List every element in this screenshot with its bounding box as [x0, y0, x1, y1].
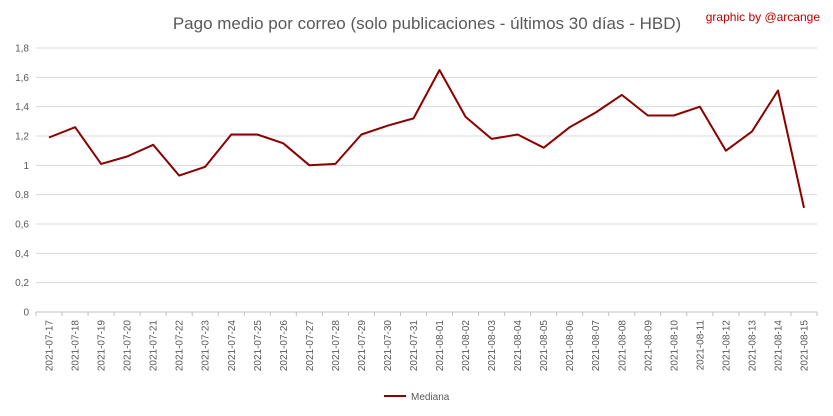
- x-tick-label: 2021-07-21: [149, 320, 160, 372]
- x-tick-label: 2021-07-18: [71, 320, 82, 372]
- x-tick-label: 2021-07-19: [97, 320, 108, 372]
- y-tick-label: 0,6: [15, 220, 29, 231]
- y-tick-label: 0,8: [15, 190, 29, 201]
- x-tick-label: 2021-08-04: [513, 320, 524, 372]
- x-tick-label: 2021-07-27: [305, 320, 316, 372]
- x-tick-label: 2021-07-22: [175, 320, 186, 372]
- x-tick-label: 2021-07-30: [383, 320, 394, 372]
- x-tick-label: 2021-07-29: [357, 320, 368, 372]
- series-layer: [48, 69, 805, 209]
- y-tick-label: 0: [23, 308, 29, 319]
- legend: Mediana: [384, 392, 450, 403]
- series-line-mediana: [48, 69, 805, 209]
- x-tick-label: 2021-08-13: [747, 320, 758, 372]
- x-tick-label: 2021-07-25: [253, 320, 264, 372]
- y-tick-label: 1,2: [15, 132, 29, 143]
- x-tick-label: 2021-08-01: [435, 320, 446, 372]
- x-tick-label: 2021-07-17: [45, 320, 56, 372]
- x-tick-label: 2021-07-31: [409, 320, 420, 372]
- x-tick-label: 2021-08-11: [695, 320, 706, 371]
- x-tick-label: 2021-08-03: [487, 320, 498, 372]
- y-tick-label: 0,2: [15, 278, 29, 289]
- x-tick-label: 2021-08-05: [539, 320, 550, 372]
- x-tick-label: 2021-08-15: [799, 320, 810, 372]
- gridlines: [36, 47, 817, 313]
- chart-credit: graphic by @arcange: [706, 10, 821, 24]
- x-tick-label: 2021-08-14: [773, 320, 784, 372]
- y-axis-ticks: 0 0,2 0,4 0,6 0,8 1 1,2 1,4 1,6 1,8: [15, 44, 29, 319]
- x-tick-label: 2021-08-06: [565, 320, 576, 372]
- x-tick-label: 2021-08-07: [591, 320, 602, 372]
- x-tick-label: 2021-07-23: [201, 320, 212, 372]
- y-tick-label: 1: [23, 161, 29, 172]
- y-tick-label: 1,4: [15, 102, 29, 113]
- x-tick-label: 2021-07-26: [279, 320, 290, 372]
- x-tick-label: 2021-07-24: [227, 320, 238, 372]
- x-tick-label: 2021-07-28: [331, 320, 342, 372]
- y-tick-label: 0,4: [15, 249, 29, 260]
- y-tick-label: 1,8: [15, 44, 29, 55]
- x-tick-label: 2021-08-02: [461, 320, 472, 372]
- x-tick-label: 2021-08-08: [617, 320, 628, 372]
- x-tick-label: 2021-08-09: [643, 320, 654, 372]
- y-tick-label: 1,6: [15, 73, 29, 84]
- x-tick-label: 2021-08-10: [669, 320, 680, 372]
- chart-title: Pago medio por correo (solo publicacione…: [173, 14, 681, 33]
- x-tick-label: 2021-07-20: [123, 320, 134, 372]
- legend-label-mediana: Mediana: [411, 392, 450, 403]
- x-tick-label: 2021-08-12: [721, 320, 732, 372]
- x-axis-ticks: 2021-07-17 2021-07-18 2021-07-19 2021-07-20…: [35, 312, 818, 372]
